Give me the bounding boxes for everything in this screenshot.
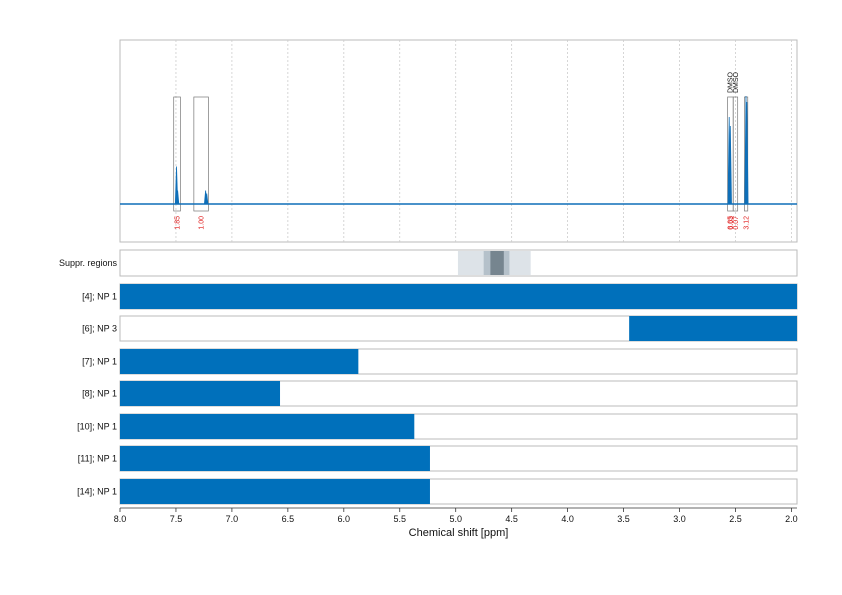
bar: [120, 446, 430, 471]
bar: [120, 479, 430, 504]
spectrum-peak: [745, 101, 749, 205]
bar: [629, 316, 797, 341]
x-tick-label: 2.0: [785, 514, 798, 524]
bar: [120, 349, 359, 374]
integration-label: 0.07: [733, 216, 740, 230]
bar-row: [4]; NP 1: [82, 283, 798, 310]
bar: [120, 414, 415, 439]
integration-region-box: [732, 96, 739, 212]
x-tick-label: 2.5: [729, 514, 742, 524]
spectrum-peak: [728, 125, 732, 205]
integration-label: 6.63: [728, 216, 735, 230]
row-label: [10]; NP 1: [77, 422, 117, 432]
row-label: [7]; NP 1: [82, 357, 117, 367]
x-tick-label: 3.0: [673, 514, 686, 524]
x-tick-label: 7.0: [226, 514, 239, 524]
x-tick-label: 8.0: [114, 514, 127, 524]
x-tick-label: 4.5: [505, 514, 518, 524]
integration-label: 1.00: [199, 216, 206, 230]
integration-region-box: [193, 96, 209, 212]
x-tick-label: 4.0: [561, 514, 574, 524]
x-axis-title: Chemical shift [ppm]: [409, 527, 509, 539]
bar-row: [10]; NP 1: [77, 413, 798, 440]
integration-label: 3.12: [744, 216, 751, 230]
row-label: Suppr. regions: [59, 258, 118, 268]
bar-row: [6]; NP 3: [82, 315, 798, 342]
row-label: [4]; NP 1: [82, 292, 117, 302]
suppression-band: [490, 251, 504, 275]
x-axis: 8.0 7.5 7.0 6.5 6.0 5.5 5.0 4.5 4.0 3.5 3.0 2.5 2.0 C…: [114, 507, 798, 539]
x-tick-label: 5.5: [393, 514, 406, 524]
spectrum-frame: [119, 39, 798, 243]
peak-label: DMSO: [728, 71, 735, 93]
row-label: [8]; NP 1: [82, 389, 117, 399]
x-tick-label: 6.5: [282, 514, 295, 524]
bar-row: [8]; NP 1: [82, 380, 798, 407]
row-label: [11]; NP 1: [78, 454, 117, 464]
integration-label: 0.05: [728, 216, 735, 230]
x-tick-label: 3.5: [617, 514, 630, 524]
bar-row: [11]; NP 1: [78, 445, 798, 472]
row-label: [6]; NP 3: [82, 324, 117, 334]
bar-row: [7]; NP 1: [82, 348, 798, 375]
spectrum-peak: [175, 190, 180, 205]
integration-region-box: [173, 96, 181, 212]
row-label: [14]; NP 1: [77, 487, 117, 497]
x-tick-label: 6.0: [338, 514, 351, 524]
suppression-row: Suppr. regions: [59, 249, 798, 277]
spectrum-peak: [205, 193, 209, 205]
x-tick-label: 5.0: [449, 514, 462, 524]
bar: [120, 284, 797, 309]
bar: [120, 381, 281, 406]
integration-label: 1.85: [175, 216, 182, 230]
peak-label: DMSO: [733, 71, 740, 93]
x-tick-label: 7.5: [170, 514, 183, 524]
bar-row: [14]; NP 1: [77, 478, 798, 505]
